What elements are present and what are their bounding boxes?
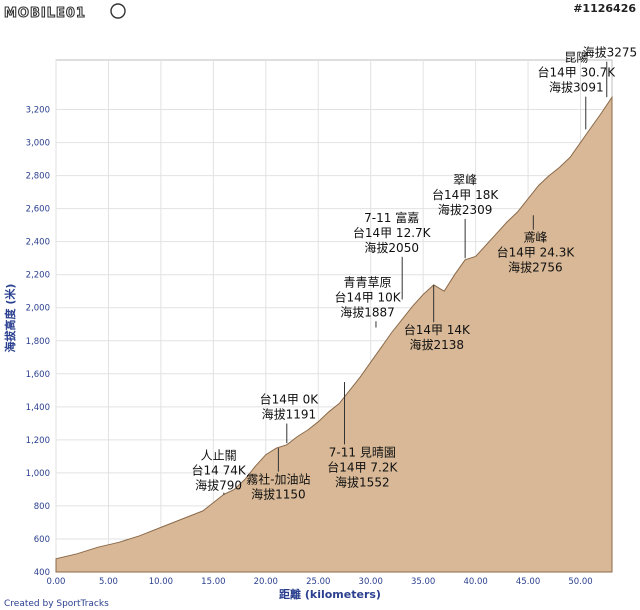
annotation-label: 台14甲 12.7K [353,225,432,240]
x-axis-ticks: 0.00 5.00 10.00 15.00 20.00 25.00 30.00 35.00 40… [47,577,593,587]
annotation-label: 海拔1887 [340,304,395,319]
x-tick-label: 0.00 [47,577,66,587]
y-tick-label: 3,000 [26,139,50,149]
x-tick-label: 20.00 [254,577,278,587]
annotation-label: 7-11 見晴園 [329,445,396,459]
annotation-label: 台14甲 30.7K [537,65,616,80]
y-tick-label: 2,200 [26,271,50,281]
annotation-label: 海拔1191 [262,407,317,422]
annotation-label: 人止關 [201,449,237,463]
annotation-10: 海拔3275 [583,45,638,98]
annotation-label: 青青草原 [344,275,392,289]
x-tick-label: 40.00 [463,577,487,587]
annotation-label: 海拔3275 [583,45,638,60]
annotation-label: 台14甲 10K [334,289,401,304]
y-tick-label: 2,400 [26,238,50,248]
x-tick-label: 25.00 [306,577,330,587]
annotation-label: 台14甲 0K [260,392,320,407]
y-axis-label: 海拔高度 (米) [3,284,17,353]
y-axis-ticks: 400 600 800 1,000 1,200 1,400 1,600 1,800 2,000 2… [26,106,50,578]
y-tick-label: 1,800 [26,337,50,347]
annotation-label: 台14甲 14K [404,322,471,337]
annotation-label: 霧社-加油站 [246,472,310,487]
logo: MOBILE01 [3,3,126,22]
annotation-label: 昆陽 [564,51,588,65]
y-tick-label: 2,000 [26,304,50,314]
annotation-label: 台14 74K [191,463,246,478]
annotation-label: 海拔1150 [251,487,306,502]
x-axis-label: 距離 (kilometers) [279,587,381,601]
annotation-label: 7-11 富嘉 [364,210,419,225]
annotation-label: 翠峰 [453,173,477,187]
annotation-label: 海拔2138 [410,337,465,352]
annotation-label: 海拔790 [195,478,242,493]
y-tick-label: 2,600 [26,205,50,215]
annotation-label: 台14甲 24.3K [497,245,576,260]
logo-text: MOBILE01 [4,6,86,21]
x-tick-label: 45.00 [516,577,540,587]
annotation-label: 海拔2756 [508,260,563,275]
x-tick-label: 10.00 [149,577,173,587]
annotation-label: 海拔3091 [549,80,604,95]
annotation-label: 台14甲 18K [432,187,499,202]
elevation-area [55,95,613,573]
y-tick-label: 1,200 [26,436,50,446]
logo-ring-icon [110,3,126,19]
annotation-label: 海拔2050 [364,240,419,255]
y-tick-label: 400 [34,568,50,578]
x-tick-label: 15.00 [201,577,225,587]
x-tick-label: 50.00 [568,577,592,587]
annotation-label: 台14甲 7.2K [327,459,398,474]
y-tick-label: 3,200 [26,106,50,116]
annotation-label: 海拔1552 [335,474,390,489]
post-id: #1126426 [573,2,636,15]
annotation-label: 鳶峰 [523,231,547,245]
y-tick-label: 600 [34,535,50,545]
x-tick-label: 30.00 [359,577,383,587]
x-tick-label: 5.00 [99,577,118,587]
y-tick-label: 1,600 [26,370,50,380]
y-tick-label: 2,800 [26,172,50,182]
x-tick-label: 35.00 [411,577,435,587]
y-tick-label: 1,400 [26,403,50,413]
annotation-label: 海拔2309 [438,202,493,217]
y-tick-label: 800 [34,502,50,512]
y-tick-label: 1,000 [26,469,50,479]
credit-text: Created by SportTracks [4,599,109,609]
